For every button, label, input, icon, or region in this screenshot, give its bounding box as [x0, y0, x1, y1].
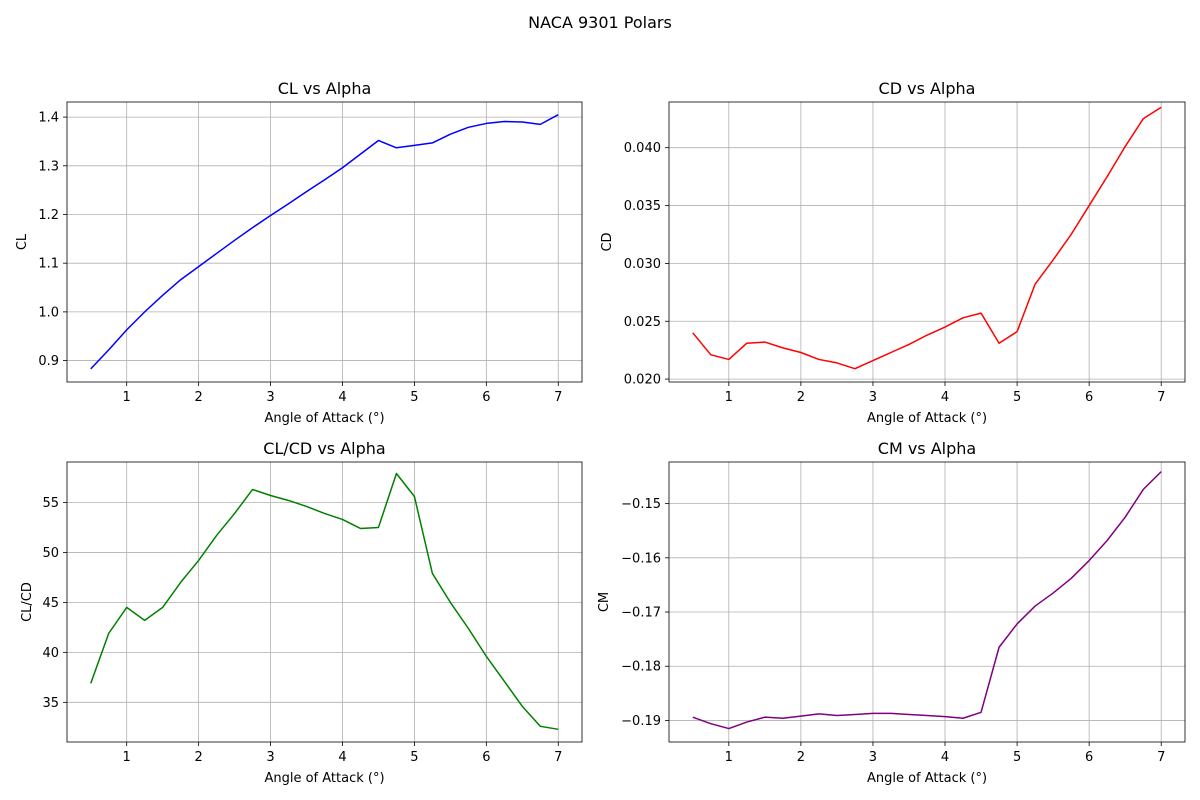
x-tick-label: 1: [123, 390, 131, 405]
x-tick-label: 4: [941, 390, 949, 405]
subplot-title: CL vs Alpha: [278, 79, 372, 98]
x-tick-label: 2: [797, 390, 805, 405]
axes-frame: [668, 461, 1186, 743]
y-tick-label: 35: [42, 696, 59, 711]
axes-frame: [66, 101, 583, 383]
plot-area: 1 2 3 4 5 6 7 0.9 1.0 1.1 1.2 1.3 1.4: [38, 101, 583, 405]
x-tick-label: 6: [482, 390, 490, 405]
y-tick-label: 0.035: [624, 199, 661, 214]
y-tick-label: −0.16: [621, 551, 661, 566]
x-tick-label: 7: [1157, 390, 1165, 405]
y-tick-label: 1.3: [38, 159, 59, 174]
x-tick-label: 5: [410, 750, 418, 765]
x-tick-label: 5: [410, 390, 418, 405]
x-tick-label: 3: [869, 390, 877, 405]
y-axis-label: CL: [15, 233, 30, 250]
x-tick-label: 6: [482, 750, 490, 765]
x-tick-label: 1: [725, 750, 733, 765]
x-axis-label: Angle of Attack (°): [264, 411, 384, 426]
subplot-cd-vs-alpha: CD vs Alpha Angle of Attack (°) CD 1 2 3 4 5…: [600, 79, 1186, 426]
y-axis-label: CL/CD: [20, 582, 35, 622]
x-tick-label: 4: [338, 750, 346, 765]
y-tick-label: 50: [42, 546, 59, 561]
x-tick-label: 3: [869, 750, 877, 765]
axes-frame: [668, 101, 1186, 383]
y-tick-label: 0.025: [624, 315, 661, 330]
x-tick-label: 3: [266, 390, 274, 405]
x-tick-label: 5: [1013, 390, 1021, 405]
x-tick-label: 4: [338, 390, 346, 405]
x-tick-label: 1: [725, 390, 733, 405]
subplot-title: CM vs Alpha: [878, 439, 976, 458]
plot-area: 1 2 3 4 5 6 7 0.020 0.025 0.030 0.035 0.040: [624, 101, 1186, 405]
x-axis-label: Angle of Attack (°): [867, 411, 987, 426]
y-axis-label: CD: [600, 232, 615, 251]
x-tick-label: 4: [941, 750, 949, 765]
x-tick-label: 7: [554, 390, 562, 405]
y-tick-label: 55: [42, 496, 59, 511]
subplot-cm-vs-alpha: CM vs Alpha Angle of Attack (°) CM 1 2 3 4 5…: [597, 439, 1186, 786]
x-axis-label: Angle of Attack (°): [264, 771, 384, 786]
y-tick-label: 40: [42, 646, 59, 661]
y-tick-label: 0.9: [38, 354, 59, 369]
y-tick-label: −0.18: [621, 660, 661, 675]
figure-title: NACA 9301 Polars: [528, 13, 672, 32]
x-tick-label: 3: [266, 750, 274, 765]
x-tick-label: 2: [194, 750, 202, 765]
y-tick-label: 45: [42, 596, 59, 611]
subplot-title: CD vs Alpha: [879, 79, 976, 98]
x-tick-label: 1: [123, 750, 131, 765]
x-tick-label: 2: [797, 750, 805, 765]
y-tick-label: −0.17: [621, 606, 661, 621]
y-tick-label: 1.2: [38, 208, 59, 223]
y-tick-label: −0.15: [621, 497, 661, 512]
plot-area: 1 2 3 4 5 6 7 −0.19 −0.18 −0.17 −0.16 −0.15: [621, 461, 1186, 765]
subplot-cl-cd-vs-alpha: CL/CD vs Alpha Angle of Attack (°) CL/CD…: [20, 439, 583, 786]
x-tick-label: 6: [1085, 750, 1093, 765]
y-tick-label: −0.19: [621, 714, 661, 729]
subplot-cl-vs-alpha: CL vs Alpha Angle of Attack (°) CL 1 2 3 4 5…: [15, 79, 583, 426]
series-line: [90, 114, 559, 370]
subplot-title: CL/CD vs Alpha: [263, 439, 385, 458]
x-tick-label: 7: [554, 750, 562, 765]
y-tick-label: 1.0: [38, 305, 59, 320]
y-tick-label: 0.040: [624, 141, 661, 156]
x-tick-label: 2: [194, 390, 202, 405]
y-tick-label: 0.030: [624, 257, 661, 272]
y-tick-label: 0.020: [624, 373, 661, 388]
series-line: [692, 106, 1162, 370]
x-tick-label: 7: [1157, 750, 1165, 765]
x-tick-label: 5: [1013, 750, 1021, 765]
x-axis-label: Angle of Attack (°): [867, 771, 987, 786]
axes-frame: [66, 461, 583, 743]
series-line: [692, 471, 1162, 730]
series-line: [90, 472, 559, 731]
y-tick-label: 1.4: [38, 111, 59, 126]
y-tick-label: 1.1: [38, 257, 59, 272]
y-axis-label: CM: [597, 592, 612, 612]
x-tick-label: 6: [1085, 390, 1093, 405]
